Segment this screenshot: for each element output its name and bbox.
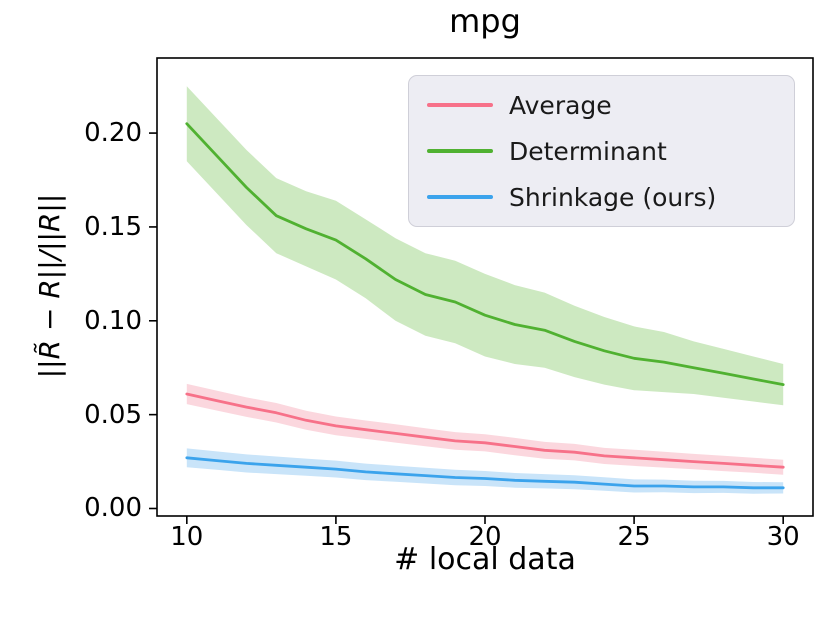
band-shrinkage xyxy=(186,448,784,494)
x-tick-label: 15 xyxy=(319,522,353,552)
y-tick-label: 0.00 xyxy=(84,493,142,524)
legend-item-average: Average xyxy=(409,91,794,120)
line-average xyxy=(185,392,785,469)
legend: Average Determinant Shrinkage (ours) xyxy=(408,75,795,227)
x-tick-label: 25 xyxy=(617,522,651,552)
x-tick-label: 30 xyxy=(766,522,800,552)
line-shrinkage xyxy=(185,456,785,490)
chart-title: mpg xyxy=(449,2,521,40)
legend-line-shrinkage-icon xyxy=(427,195,493,199)
legend-item-determinant: Determinant xyxy=(409,137,794,166)
legend-line-average-icon xyxy=(427,103,493,107)
y-tick-label: 0.05 xyxy=(84,399,142,430)
line-determinant xyxy=(185,122,785,386)
y-tick-label: 0.15 xyxy=(84,211,142,242)
band-average xyxy=(186,383,784,475)
legend-label-average: Average xyxy=(509,90,612,120)
y-axis-label: ||R̃ − R||/||R|| xyxy=(33,193,66,379)
x-tick-label: 10 xyxy=(170,522,204,552)
x-axis-label: # local data xyxy=(394,542,576,577)
y-tick-label: 0.10 xyxy=(84,305,142,336)
y-tick-label: 0.20 xyxy=(84,118,142,149)
legend-item-shrinkage: Shrinkage (ours) xyxy=(409,183,794,212)
legend-label-shrinkage: Shrinkage (ours) xyxy=(509,182,717,212)
legend-line-determinant-icon xyxy=(427,149,493,153)
x-tick-label: 20 xyxy=(468,522,502,552)
legend-label-determinant: Determinant xyxy=(509,136,667,166)
